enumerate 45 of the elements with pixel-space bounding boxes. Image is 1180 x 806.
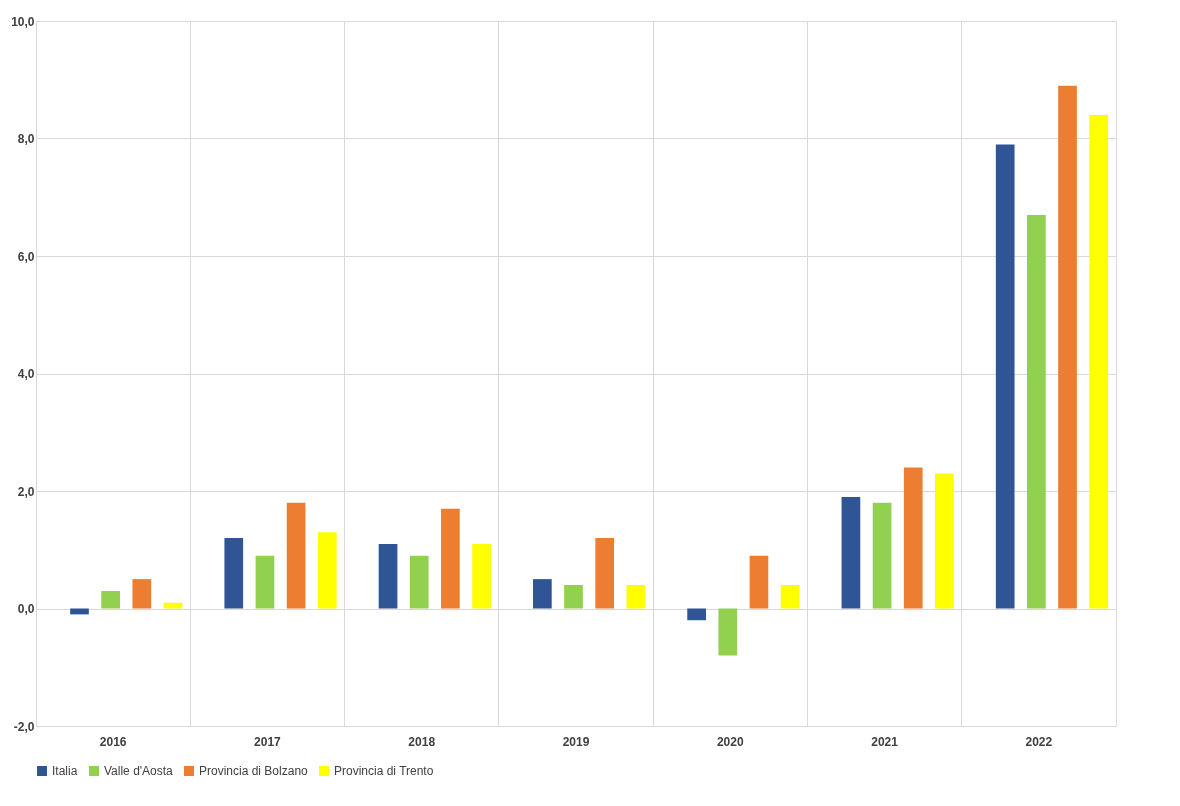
y-tick-label: 10,0 [11,14,35,29]
bar [132,579,152,609]
bar [687,608,706,621]
bar [626,585,646,609]
y-tick-label: 0,0 [17,602,35,616]
bar [780,585,800,609]
bar [441,508,460,609]
y-tick-label: 4,0 [17,367,35,381]
bar [1089,115,1109,609]
y-tick-label: 2,0 [17,484,35,499]
bar [101,590,120,609]
x-tick-label: 2022 [1025,734,1053,749]
bar [935,473,954,609]
x-tick-label: 2017 [254,734,282,749]
legend-label: Valle d'Aosta [104,764,174,778]
bar [317,532,337,609]
bar [718,608,738,656]
bar [409,555,429,609]
y-tick-label: -2,0 [13,719,35,734]
bar [872,502,892,609]
y-tick-label: 6,0 [17,249,35,264]
bar [564,585,583,609]
bar [286,502,306,609]
bar [1058,85,1077,609]
legend-label: Provincia di Trento [334,764,434,778]
legend-label: Italia [52,764,78,778]
legend-label: Provincia di Bolzano [199,764,309,778]
x-tick-label: 2018 [408,734,436,749]
x-tick-label: 2021 [871,734,899,749]
bar [163,602,183,609]
x-tick-label: 2020 [716,734,744,749]
bar [472,543,491,609]
bar [378,543,398,609]
bar [1027,214,1046,609]
bar [903,467,923,609]
bar [995,144,1015,609]
bar [532,579,552,609]
x-tick-label: 2016 [99,734,127,749]
y-tick-label: 8,0 [17,132,35,146]
x-tick-label: 2019 [562,734,590,749]
bar [224,538,244,609]
bar [841,496,861,609]
bar [749,555,769,609]
bar [595,538,615,609]
bar [255,555,275,609]
